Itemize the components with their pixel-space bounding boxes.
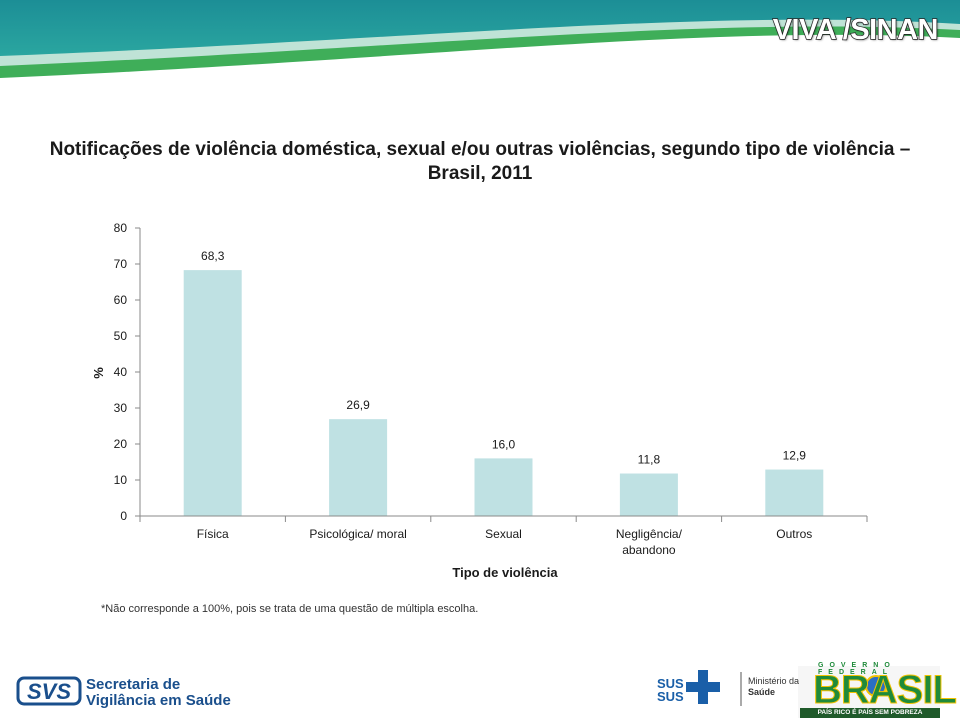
y-tick-label: 50 xyxy=(114,329,128,343)
y-tick-label: 0 xyxy=(120,509,127,523)
y-tick-label: 80 xyxy=(114,221,128,235)
chart-title: Notificações de violência doméstica, sex… xyxy=(49,139,911,184)
x-tick-label: Física xyxy=(197,527,229,541)
svg-text:SVS: SVS xyxy=(27,679,71,704)
x-tick-label: abandono xyxy=(622,543,676,557)
x-axis-label: Tipo de violência xyxy=(452,565,558,580)
slide-title: VIVA /SINAN xyxy=(772,13,939,47)
brasil-wordmark: BRASIL xyxy=(813,668,958,713)
bar xyxy=(619,473,678,516)
bar xyxy=(765,469,824,516)
data-label: 26,9 xyxy=(346,398,370,412)
svs-name: Secretaria de Vigilância em Saúde xyxy=(86,676,231,709)
data-label: 16,0 xyxy=(492,437,516,451)
sus-logo xyxy=(686,670,720,704)
bar xyxy=(474,458,533,516)
y-tick-label: 60 xyxy=(114,293,128,307)
bar-chart: 0 10 20 30 40 50 60 70 80 68,3 26,9 16,0 11,8 12,9 F… xyxy=(91,221,868,580)
bars: 68,3 26,9 16,0 11,8 12,9 xyxy=(183,249,824,516)
header-banner xyxy=(0,0,960,78)
y-tick-label: 20 xyxy=(114,437,128,451)
ministerio-divider xyxy=(740,672,742,706)
data-label: 11,8 xyxy=(638,453,661,467)
x-axis: Física Psicológica/ moral Sexual Negligênci… xyxy=(139,515,868,557)
x-tick-label: Sexual xyxy=(485,527,522,541)
bar xyxy=(183,270,242,516)
y-tick-label: 40 xyxy=(114,365,128,379)
ministerio-label: Ministério da Saúde xyxy=(748,676,800,697)
y-tick-label: 10 xyxy=(114,473,128,487)
sus-label: SUS SUS xyxy=(657,676,684,704)
y-tick-label: 30 xyxy=(114,401,128,415)
y-tick-label: 70 xyxy=(114,257,128,271)
brasil-globe xyxy=(865,675,887,697)
y-axis-label: % xyxy=(91,367,106,379)
data-label: 12,9 xyxy=(783,449,807,463)
bar xyxy=(329,419,388,516)
data-label: 68,3 xyxy=(201,249,225,263)
brasil-slogan: PAÍS RICO É PAÍS SEM POBREZA xyxy=(800,708,940,718)
x-tick-label: Negligência/ xyxy=(616,527,683,541)
svs-logo: SVS xyxy=(16,676,82,706)
governo-federal-label: GOVERNO FEDERAL xyxy=(818,662,896,676)
x-tick-label: Outros xyxy=(776,527,812,541)
header-wave-teal xyxy=(0,0,960,56)
x-tick-label: Psicológica/ moral xyxy=(309,527,406,541)
footnote: *Não corresponde a 100%, pois se trata d… xyxy=(101,603,479,615)
y-axis: 0 10 20 30 40 50 60 70 80 xyxy=(114,221,141,523)
